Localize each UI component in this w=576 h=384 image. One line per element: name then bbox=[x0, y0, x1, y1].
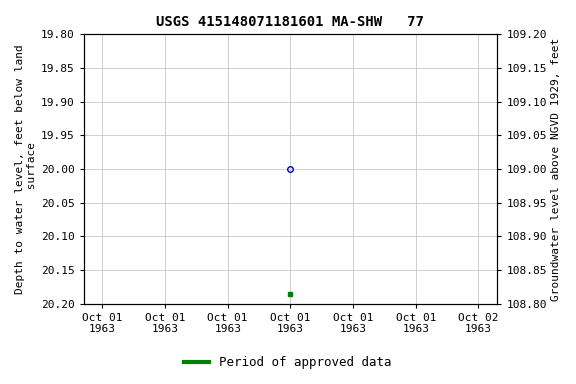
Y-axis label: Groundwater level above NGVD 1929, feet: Groundwater level above NGVD 1929, feet bbox=[551, 38, 561, 301]
Title: USGS 415148071181601 MA-SHW   77: USGS 415148071181601 MA-SHW 77 bbox=[157, 15, 425, 29]
Y-axis label: Depth to water level, feet below land
 surface: Depth to water level, feet below land su… bbox=[15, 44, 37, 294]
Legend: Period of approved data: Period of approved data bbox=[179, 351, 397, 374]
